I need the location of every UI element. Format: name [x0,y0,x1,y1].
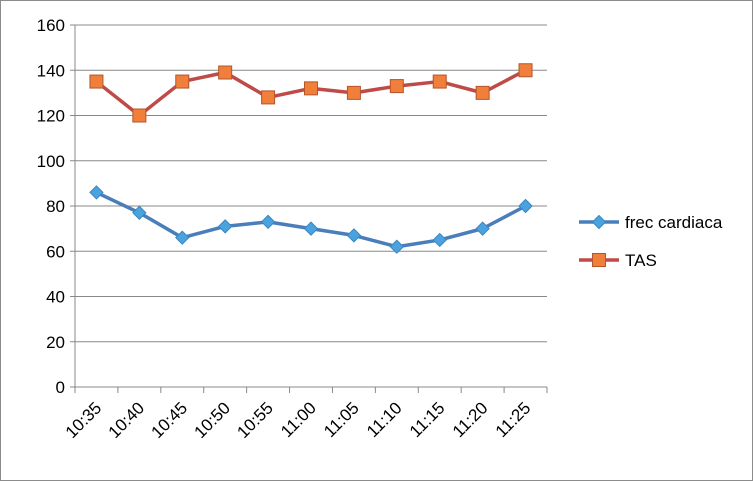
x-tick-label: 11:05 [320,398,363,441]
legend-marker [592,253,606,267]
gridlines [75,24,547,343]
data-point [346,228,362,243]
x-tick-label: 10:55 [233,398,277,442]
data-point [89,74,104,89]
legend: frec cardiaca TAS [579,213,723,270]
data-point [303,221,319,236]
x-tick-label: 10:35 [62,398,106,442]
data-point [132,108,147,123]
data-point [304,81,318,96]
legend-entry: frec cardiaca [579,213,723,232]
data-point [217,219,233,234]
legend-entry: TAS [579,251,657,270]
y-tick-label: 60 [46,242,65,261]
data-point [389,79,404,94]
series-tas [89,63,533,123]
y-tick-label: 140 [37,61,65,80]
data-point [432,232,447,248]
series-line [95,190,527,249]
x-tick-label: 10:45 [148,398,192,442]
y-tick-label: 160 [37,16,65,35]
x-tick-label: 11:25 [492,398,535,441]
series-layer [89,63,533,254]
x-tick-label: 10:50 [190,398,234,442]
data-point [218,65,233,80]
legend-label: frec cardiaca [625,213,723,232]
series-frec-cardiaca [89,185,533,254]
y-tick-label: 100 [37,152,65,171]
x-tick-label: 11:15 [406,398,449,441]
y-tick-label: 80 [46,197,65,216]
y-tick-label: 40 [46,288,65,307]
data-point [261,90,276,105]
data-point [389,239,405,254]
data-point [346,85,361,100]
legend-label: TAS [625,251,657,270]
data-point [132,205,147,220]
y-tick-label: 0 [56,378,65,397]
y-axis-ticks: 0 20 40 60 80 100 120 140 160 [37,16,75,397]
legend-marker [591,214,607,230]
data-point [518,63,533,78]
data-point [175,74,190,89]
data-point [475,85,490,100]
data-point [432,74,447,89]
x-tick-label: 11:10 [363,398,406,441]
data-point [475,221,490,236]
data-point [89,185,104,200]
y-tick-label: 20 [46,333,65,352]
x-tick-label: 10:40 [105,398,149,442]
data-point [175,230,190,245]
y-tick-label: 120 [37,107,65,126]
x-tick-label: 11:20 [449,398,492,441]
x-tick-label: 11:00 [277,398,320,441]
data-point [260,214,276,230]
data-point [518,198,533,214]
x-axis-ticks: 10:35 10:40 10:45 10:50 10:55 11:00 11:05 11:10… [62,387,548,442]
